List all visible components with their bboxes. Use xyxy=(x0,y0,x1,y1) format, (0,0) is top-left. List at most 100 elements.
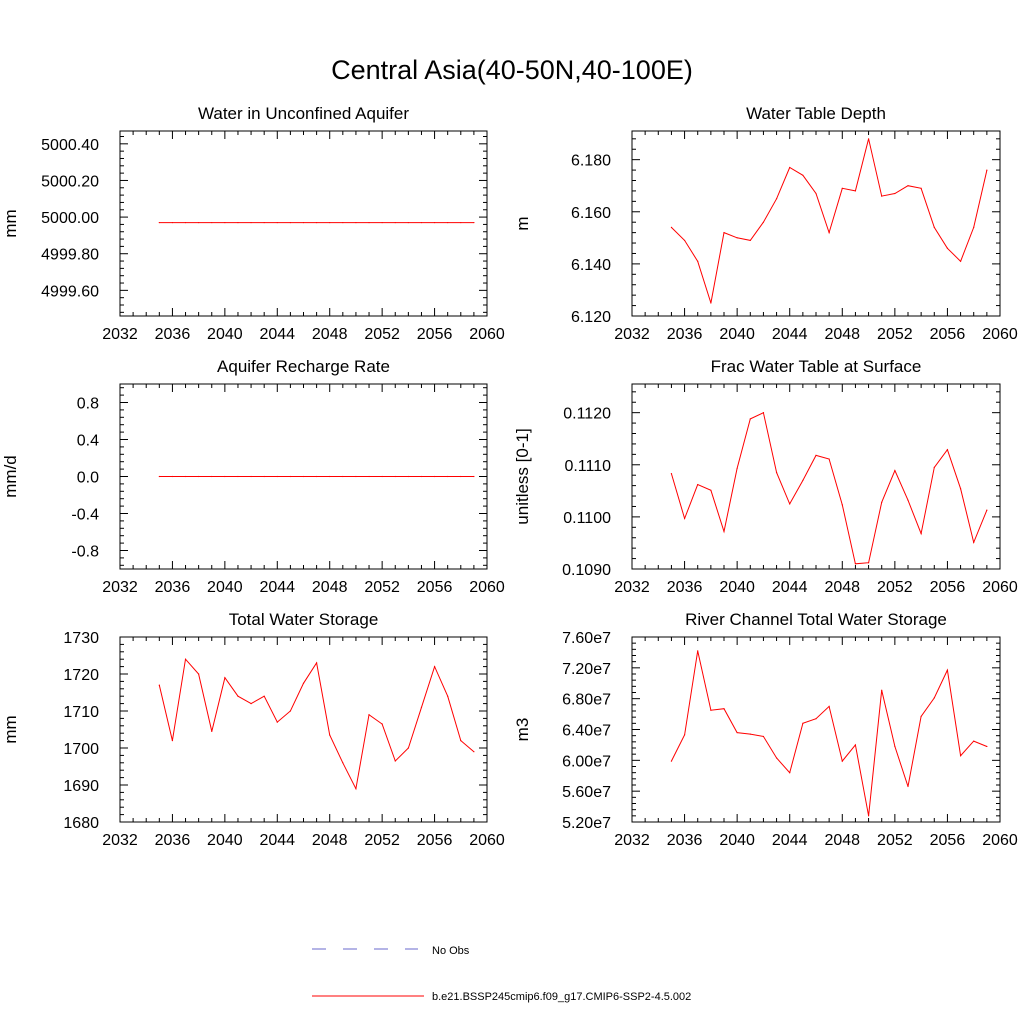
data-point xyxy=(881,689,883,691)
data-point xyxy=(683,734,686,736)
data-point xyxy=(394,760,396,762)
data-point xyxy=(854,744,857,746)
data-point xyxy=(184,475,187,478)
data-point xyxy=(355,221,357,224)
data-point xyxy=(959,260,962,262)
data-point xyxy=(316,662,318,664)
x-tick-label: 2048 xyxy=(312,832,348,849)
x-tick-label: 2032 xyxy=(102,579,138,596)
panel-title: Aquifer Recharge Rate xyxy=(217,357,390,376)
y-tick-label: 5000.00 xyxy=(41,210,99,227)
plot-frame xyxy=(119,130,488,317)
y-tick-label: 6.00e7 xyxy=(562,753,611,770)
data-point xyxy=(460,221,462,224)
data-point xyxy=(316,475,318,478)
x-tick-label: 2056 xyxy=(417,579,453,596)
data-point xyxy=(433,475,436,478)
panel-1: Water in Unconfined Aquifer mm 2032 2036 204… xyxy=(1,104,505,343)
page-title: Central Asia(40-50N,40-100E) xyxy=(331,55,693,85)
x-tick-label: 2040 xyxy=(719,832,755,849)
data-point xyxy=(697,650,699,652)
data-point xyxy=(407,475,409,478)
data-point xyxy=(920,715,922,717)
x-tick-label: 2044 xyxy=(772,326,808,343)
x-tick-label: 2040 xyxy=(207,832,243,849)
series-line xyxy=(671,138,988,304)
data-point xyxy=(250,475,252,478)
x-tick-label: 2032 xyxy=(102,326,138,343)
data-point xyxy=(198,221,200,224)
data-point xyxy=(986,745,988,748)
data-point xyxy=(789,166,791,169)
data-point xyxy=(171,740,174,742)
x-tick-label: 2048 xyxy=(312,579,348,596)
y-tick-label: 1710 xyxy=(63,704,99,721)
data-point xyxy=(407,221,409,224)
data-point xyxy=(802,479,804,482)
data-point xyxy=(867,138,870,140)
legend-model-label: b.e21.BSSP245cmip6.f09_g17.CMIP6-SSP2-4.… xyxy=(432,991,691,1003)
data-point xyxy=(986,169,988,171)
data-point xyxy=(749,733,751,735)
data-point xyxy=(920,187,922,189)
data-point xyxy=(907,499,909,501)
data-point xyxy=(946,669,949,671)
data-point xyxy=(276,221,278,224)
plot-frame xyxy=(631,636,1001,823)
data-point xyxy=(473,751,475,753)
data-point xyxy=(460,740,462,742)
data-point xyxy=(342,762,344,764)
x-tick-label: 2032 xyxy=(614,579,650,596)
y-tick-label: -0.8 xyxy=(71,544,99,561)
data-point xyxy=(394,221,396,224)
y-tick-label: 7.20e7 xyxy=(562,661,611,678)
data-point xyxy=(381,723,383,725)
data-point xyxy=(329,475,331,478)
data-point xyxy=(973,226,975,229)
data-point xyxy=(802,174,804,176)
data-point xyxy=(815,192,817,195)
data-point xyxy=(762,412,765,414)
x-tick-label: 2056 xyxy=(930,579,966,596)
data-point xyxy=(854,190,857,192)
y-tick-label: 1680 xyxy=(63,815,99,832)
data-point xyxy=(762,735,765,738)
y-tick-label: 5000.20 xyxy=(41,173,99,190)
x-tick-label: 2040 xyxy=(719,579,755,596)
data-point xyxy=(736,731,738,734)
plot-frame xyxy=(119,636,488,823)
series-line xyxy=(670,411,988,565)
data-point xyxy=(894,745,896,748)
x-tick-label: 2060 xyxy=(469,579,505,596)
data-point xyxy=(184,658,187,660)
data-point xyxy=(670,226,673,229)
data-point xyxy=(158,221,160,224)
data-point xyxy=(775,198,778,200)
x-tick-label: 2040 xyxy=(207,326,243,343)
panel-3: Aquifer Recharge Rate mm/d 2032 2036 2040 204… xyxy=(1,357,505,596)
data-point xyxy=(198,673,200,675)
data-point xyxy=(973,541,975,544)
data-point xyxy=(158,475,160,478)
data-point xyxy=(802,722,804,724)
data-point xyxy=(302,682,305,684)
data-point xyxy=(933,466,935,468)
x-tick-label: 2060 xyxy=(469,832,505,849)
panel-2: Water Table Depth m 2032 2036 2040 2044 2048 20… xyxy=(513,104,1018,343)
data-point xyxy=(368,475,370,478)
data-point xyxy=(447,221,449,224)
series-line xyxy=(158,658,475,791)
data-point xyxy=(867,562,870,564)
data-point xyxy=(710,709,712,711)
x-tick-label: 2036 xyxy=(667,326,703,343)
data-point xyxy=(276,721,278,723)
data-point xyxy=(302,475,305,478)
data-point xyxy=(815,454,817,456)
panel-4: Frac Water Table at Surface unitless [0-1… xyxy=(513,357,1018,596)
data-point xyxy=(289,221,291,224)
data-point xyxy=(184,221,187,224)
data-point xyxy=(237,221,239,224)
data-point xyxy=(789,772,791,774)
x-tick-label: 2032 xyxy=(614,326,650,343)
